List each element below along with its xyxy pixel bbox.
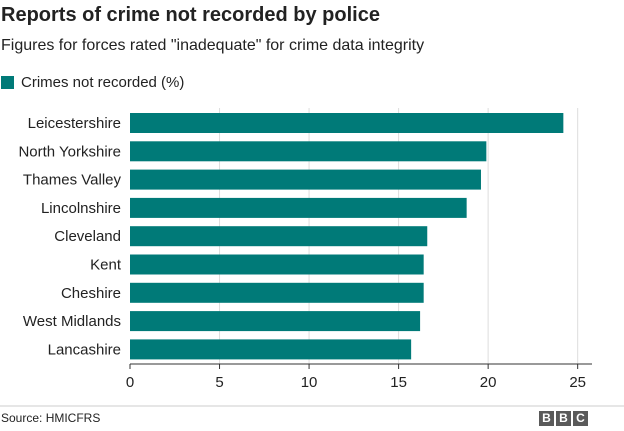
category-label: Thames Valley bbox=[23, 172, 122, 189]
category-label: West Midlands bbox=[23, 313, 121, 330]
x-tick-label: 15 bbox=[390, 374, 407, 391]
x-tick-label: 25 bbox=[569, 374, 586, 391]
bar bbox=[130, 113, 564, 133]
chart-subtitle: Figures for forces rated "inadequate" fo… bbox=[1, 37, 425, 54]
bbc-logo-letter: C bbox=[573, 411, 588, 426]
bar bbox=[130, 226, 428, 247]
bbc-logo: B B C bbox=[539, 411, 588, 426]
category-label: Lancashire bbox=[48, 341, 121, 358]
x-tick-label: 10 bbox=[301, 374, 318, 391]
bar bbox=[130, 254, 424, 275]
bar bbox=[130, 311, 421, 332]
chart-title: Reports of crime not recorded by police bbox=[1, 4, 380, 26]
bar bbox=[130, 197, 467, 218]
category-label: Cleveland bbox=[54, 228, 121, 245]
legend-label: Crimes not recorded (%) bbox=[21, 73, 185, 91]
category-label: Cheshire bbox=[61, 285, 121, 302]
legend-swatch bbox=[1, 75, 14, 89]
category-label: North Yorkshire bbox=[18, 143, 121, 160]
category-label: Leicestershire bbox=[28, 115, 121, 132]
bar bbox=[130, 169, 481, 190]
bar bbox=[130, 141, 487, 162]
bbc-logo-letter: B bbox=[556, 411, 571, 426]
bar bbox=[130, 282, 424, 303]
bbc-logo-letter: B bbox=[539, 411, 554, 426]
category-label: Lincolnshire bbox=[41, 200, 121, 217]
bar bbox=[130, 339, 412, 360]
x-tick-label: 20 bbox=[480, 374, 497, 391]
chart-legend: Crimes not recorded (%) bbox=[1, 73, 184, 91]
x-tick-label: 0 bbox=[126, 374, 134, 391]
x-tick-label: 5 bbox=[215, 374, 223, 391]
category-label: Kent bbox=[90, 257, 122, 274]
source-note: Source: HMICFRS bbox=[1, 411, 101, 425]
